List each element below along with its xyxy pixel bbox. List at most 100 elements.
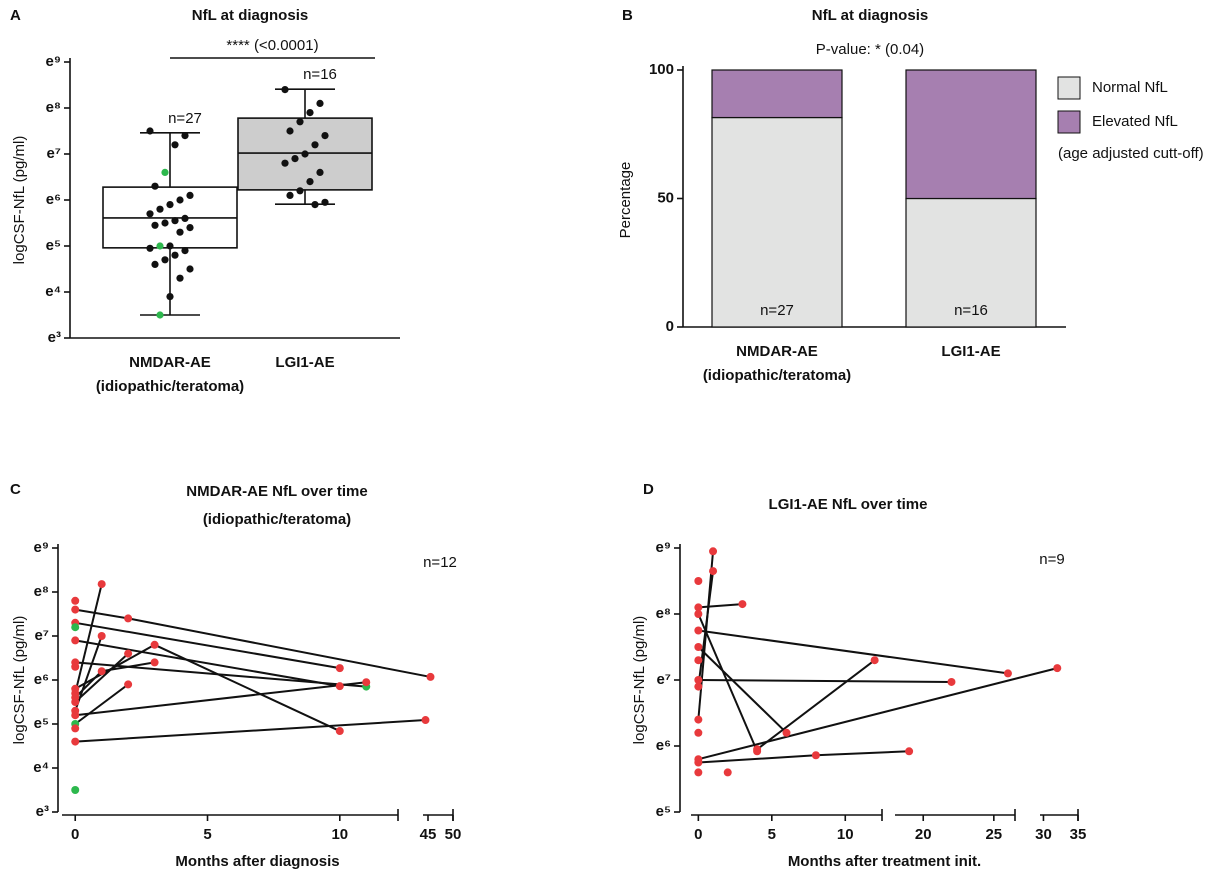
data-point	[150, 640, 159, 649]
data-point	[286, 127, 294, 135]
data-point	[171, 141, 179, 149]
x-tick-label: 10	[331, 826, 348, 843]
patient-line	[756, 659, 876, 751]
data-point	[694, 643, 703, 651]
patient-line	[697, 613, 759, 752]
data-point	[694, 715, 703, 724]
data-point	[811, 751, 820, 760]
n-label: n=9	[1039, 551, 1064, 568]
patient-line	[74, 652, 129, 703]
data-point	[694, 656, 703, 665]
data-point	[166, 293, 174, 301]
data-point	[316, 99, 324, 107]
data-point	[161, 219, 169, 227]
data-point	[151, 221, 159, 229]
data-point	[161, 256, 169, 264]
data-point	[709, 567, 718, 576]
data-point	[71, 737, 80, 746]
data-point	[905, 747, 914, 756]
patient-line	[697, 646, 788, 734]
panel-letter: D	[643, 481, 654, 498]
data-point	[316, 168, 324, 176]
data-point	[694, 768, 703, 777]
data-point	[181, 214, 189, 222]
data-point	[156, 242, 164, 250]
significance-label: **** (<0.0001)	[226, 37, 318, 54]
y-tick-label: e⁸	[46, 99, 61, 116]
data-point	[150, 658, 159, 667]
x-tick-label: 0	[71, 826, 79, 843]
data-point	[311, 201, 319, 209]
chart-title: NfL at diagnosis	[812, 7, 928, 24]
data-point	[71, 724, 80, 733]
patient-line	[75, 719, 426, 743]
data-point	[362, 678, 371, 687]
data-point	[291, 155, 299, 163]
y-tick-label: e⁷	[46, 145, 61, 162]
y-tick-label: e³	[48, 329, 61, 346]
data-point	[166, 242, 174, 250]
x-tick-label: 5	[768, 826, 776, 843]
y-tick-label: e⁴	[33, 759, 49, 776]
n-label: n=27	[760, 302, 794, 319]
data-point	[97, 667, 106, 676]
y-tick-label: 0	[666, 318, 674, 335]
data-point	[694, 610, 703, 618]
bar-segment	[711, 116, 843, 328]
legend-note: (age adjusted cutt-off)	[1058, 145, 1204, 162]
legend-label: Elevated NfL	[1092, 113, 1178, 130]
y-tick-label: e⁵	[34, 715, 49, 732]
y-tick-label: 100	[649, 61, 674, 78]
data-point	[694, 682, 703, 691]
data-point	[738, 600, 747, 609]
x-tick-label: NMDAR-AE	[129, 354, 211, 371]
data-point	[151, 260, 159, 268]
data-point	[71, 623, 80, 632]
legend-label: Normal NfL	[1092, 79, 1168, 96]
y-tick-label: e⁹	[46, 53, 61, 70]
y-tick-label: e⁵	[656, 803, 671, 820]
data-point	[171, 251, 179, 259]
data-point	[321, 198, 329, 206]
bar-segment	[905, 69, 1037, 200]
data-point	[176, 274, 184, 282]
x-tick-label: NMDAR-AE	[736, 343, 818, 360]
patient-line	[698, 750, 910, 764]
data-point	[156, 311, 164, 319]
data-point	[186, 191, 194, 199]
chart-title: LGI1-AE NfL over time	[769, 496, 928, 513]
x-tick-label: 25	[985, 826, 1002, 843]
y-tick-label: e⁷	[34, 627, 49, 644]
data-point	[71, 636, 80, 645]
bar-segment	[711, 69, 843, 119]
y-axis-label: logCSF-NfL (pg/ml)	[631, 616, 648, 745]
panel-letter: A	[10, 7, 21, 24]
data-point	[71, 786, 80, 794]
data-point	[694, 758, 703, 767]
data-point	[296, 187, 304, 195]
data-point	[166, 201, 174, 209]
data-point	[124, 614, 133, 623]
y-axis-label: logCSF-NfL (pg/ml)	[11, 616, 28, 745]
data-point	[426, 672, 435, 681]
n-label: n=27	[168, 110, 202, 127]
data-point	[335, 727, 344, 736]
patient-line	[698, 667, 1058, 761]
subtitle: P-value: * (0.04)	[816, 41, 924, 58]
data-point	[71, 693, 80, 702]
chart-title: (idiopathic/teratoma)	[203, 511, 351, 528]
data-point	[146, 127, 154, 135]
x-tick-label: 35	[1070, 826, 1087, 843]
x-tick-label: 0	[694, 826, 702, 843]
y-tick-label: e⁸	[34, 583, 49, 600]
n-label: n=12	[423, 554, 457, 571]
data-point	[71, 605, 80, 614]
y-tick-label: e³	[36, 803, 49, 820]
chart-title: NMDAR-AE NfL over time	[186, 483, 367, 500]
data-point	[694, 676, 703, 684]
data-point	[71, 596, 80, 605]
y-tick-label: e⁶	[656, 737, 671, 754]
x-tick-label: 10	[837, 826, 854, 843]
x-axis-label: Months after treatment init.	[788, 853, 981, 870]
